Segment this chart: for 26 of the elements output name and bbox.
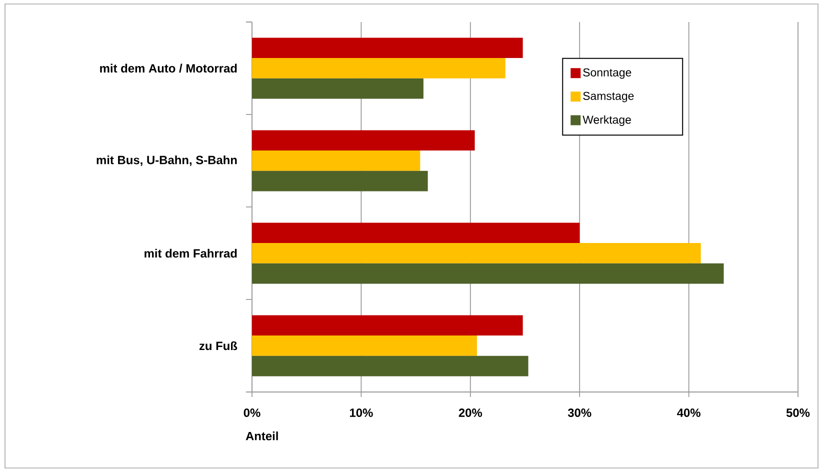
bar: [252, 130, 475, 151]
bar: [252, 78, 424, 99]
x-tick-label: 10%: [350, 408, 373, 417]
x-axis-title: Anteil: [246, 432, 278, 440]
y-tick-label: mit dem Auto / Motorrad: [100, 64, 237, 73]
x-tick-label: 30%: [568, 408, 592, 417]
bar: [252, 58, 506, 78]
bar: [252, 356, 528, 376]
bar: [252, 222, 580, 244]
bar: [252, 315, 523, 336]
legend-label: Werktage: [582, 115, 631, 126]
bar: [252, 243, 701, 264]
x-tick-label: 20%: [458, 408, 482, 417]
x-tick-label: 50%: [786, 408, 810, 417]
x-tick-label: 0%: [244, 408, 260, 417]
bar: [252, 150, 420, 171]
bar: [252, 170, 428, 192]
bar: [252, 263, 724, 284]
y-tick-label: mit Bus, U-Bahn, S-Bahn: [96, 155, 237, 166]
y-tick-label: mit dem Fahrrad: [144, 248, 237, 258]
bar: [252, 336, 477, 356]
x-tick-label: 40%: [677, 408, 700, 417]
legend-label: Sonntage: [583, 68, 632, 79]
bar: [252, 38, 523, 58]
y-tick-label: zu Fuß: [199, 341, 238, 350]
legend-label: Samstage: [583, 92, 634, 102]
